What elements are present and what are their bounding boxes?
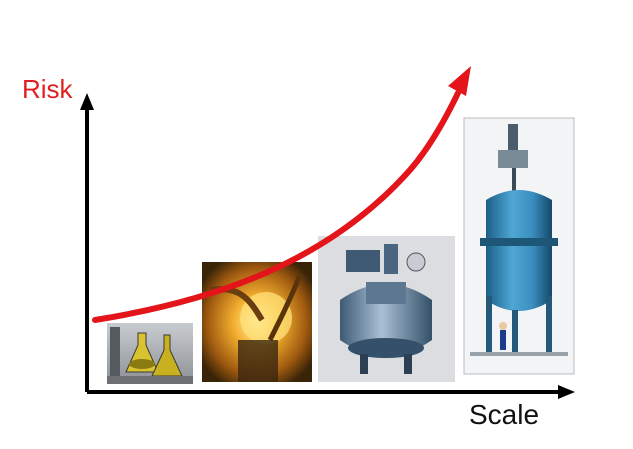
industrial-reactor-photo (318, 236, 455, 382)
x-axis-label: Scale (469, 399, 540, 430)
y-axis-label: Risk (22, 74, 73, 104)
lab-glassware-photo (107, 323, 193, 384)
x-axis (87, 385, 575, 399)
risk-curve-arrowhead (448, 66, 471, 96)
y-axis (80, 93, 94, 392)
pilot-reactor-photo (202, 262, 312, 382)
plant-scale-reactor-photo (463, 117, 575, 375)
risk-curve (92, 66, 471, 323)
